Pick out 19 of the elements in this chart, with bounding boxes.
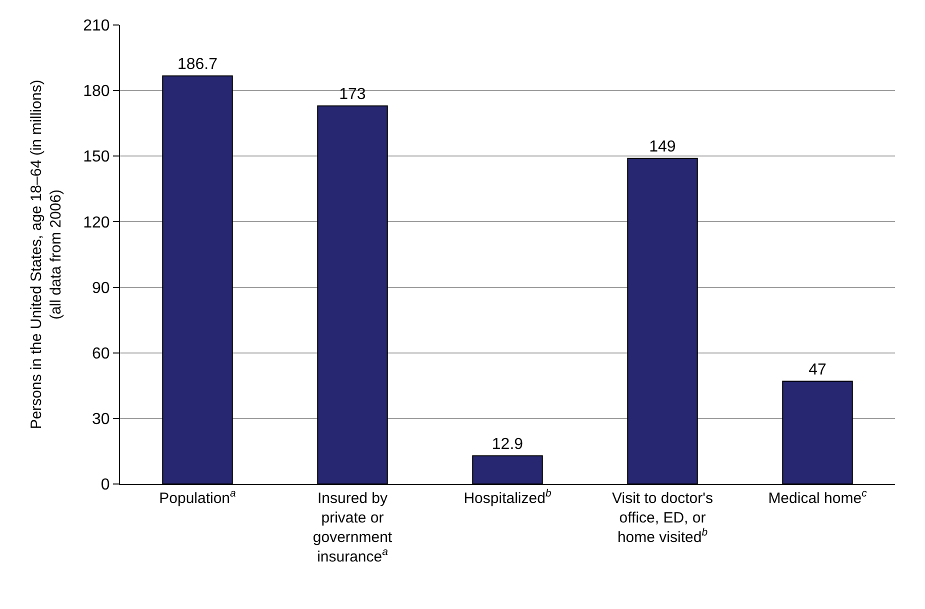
y-tick-label: 60: [92, 345, 110, 362]
y-tick-label: 210: [83, 18, 110, 35]
y-tick-label: 150: [83, 148, 110, 166]
data-label: 12.9: [492, 436, 524, 453]
y-tick-label: 90: [92, 280, 110, 297]
x-tick-label: Population$^{a}$: [159, 488, 236, 507]
y-tick-label: 30: [92, 411, 110, 428]
data-label: 47: [808, 361, 826, 378]
x-tick-label: Medical home$^{c}$: [768, 488, 868, 507]
y-tick-label: 0: [100, 476, 110, 494]
data-label: 186.7: [177, 56, 218, 73]
x-tick-label: Insured by private or government insurance$^{a}$: [312, 490, 393, 566]
y-tick-label: 180: [83, 83, 110, 100]
y-tick-label: 120: [83, 214, 110, 232]
y-axis-title: Persons in the United States, age 18–64 (in millions) (all data from 2006): [28, 80, 64, 430]
data-label: 149: [649, 138, 676, 156]
x-tick-label: Visit to doctor's office, ED, or home visited$^{b}$: [612, 490, 713, 546]
x-tick-label: Hospitalized$^{b}$: [464, 488, 552, 507]
data-label: 173: [339, 86, 366, 103]
